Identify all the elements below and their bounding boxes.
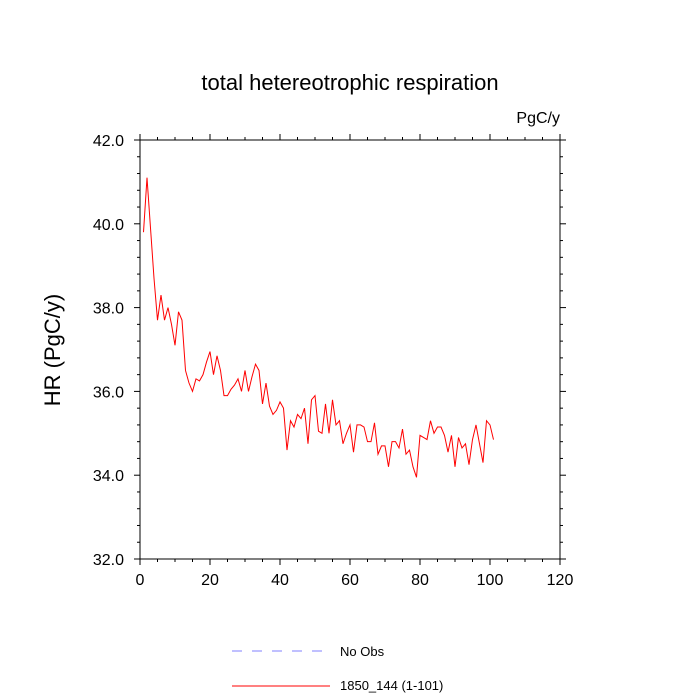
series-layer — [143, 177, 494, 478]
x-tick-label: 100 — [477, 572, 504, 589]
y-tick-label: 36.0 — [93, 384, 124, 401]
x-tick-labels: 0 20 40 60 80 100 120 — [136, 572, 574, 589]
y-tick-label: 40.0 — [93, 217, 124, 234]
legend-label-no-obs: No Obs — [340, 644, 385, 659]
x-tick-label: 80 — [411, 572, 429, 589]
x-tick-label: 20 — [201, 572, 219, 589]
units-label: PgC/y — [516, 110, 560, 127]
y-tick-label: 42.0 — [93, 133, 124, 150]
legend: No Obs 1850_144 (1-101) — [232, 644, 443, 693]
y-tick-labels: 32.0 34.0 36.0 38.0 40.0 42.0 — [93, 133, 124, 569]
y-tick-label: 38.0 — [93, 301, 124, 318]
x-tick-label: 120 — [547, 572, 574, 589]
y-tick-label: 34.0 — [93, 468, 124, 485]
x-tick-label: 40 — [271, 572, 289, 589]
chart-title: total hetereotrophic respiration — [201, 70, 498, 95]
y-axis-title: HR (PgC/y) — [40, 294, 65, 406]
x-tick-label: 60 — [341, 572, 359, 589]
plot-frame — [139, 139, 561, 560]
series-line-1 — [143, 177, 494, 478]
axis-ticks — [134, 134, 566, 565]
x-tick-label: 0 — [136, 572, 145, 589]
legend-label-1850-144: 1850_144 (1-101) — [340, 678, 443, 693]
y-tick-label: 32.0 — [93, 552, 124, 569]
